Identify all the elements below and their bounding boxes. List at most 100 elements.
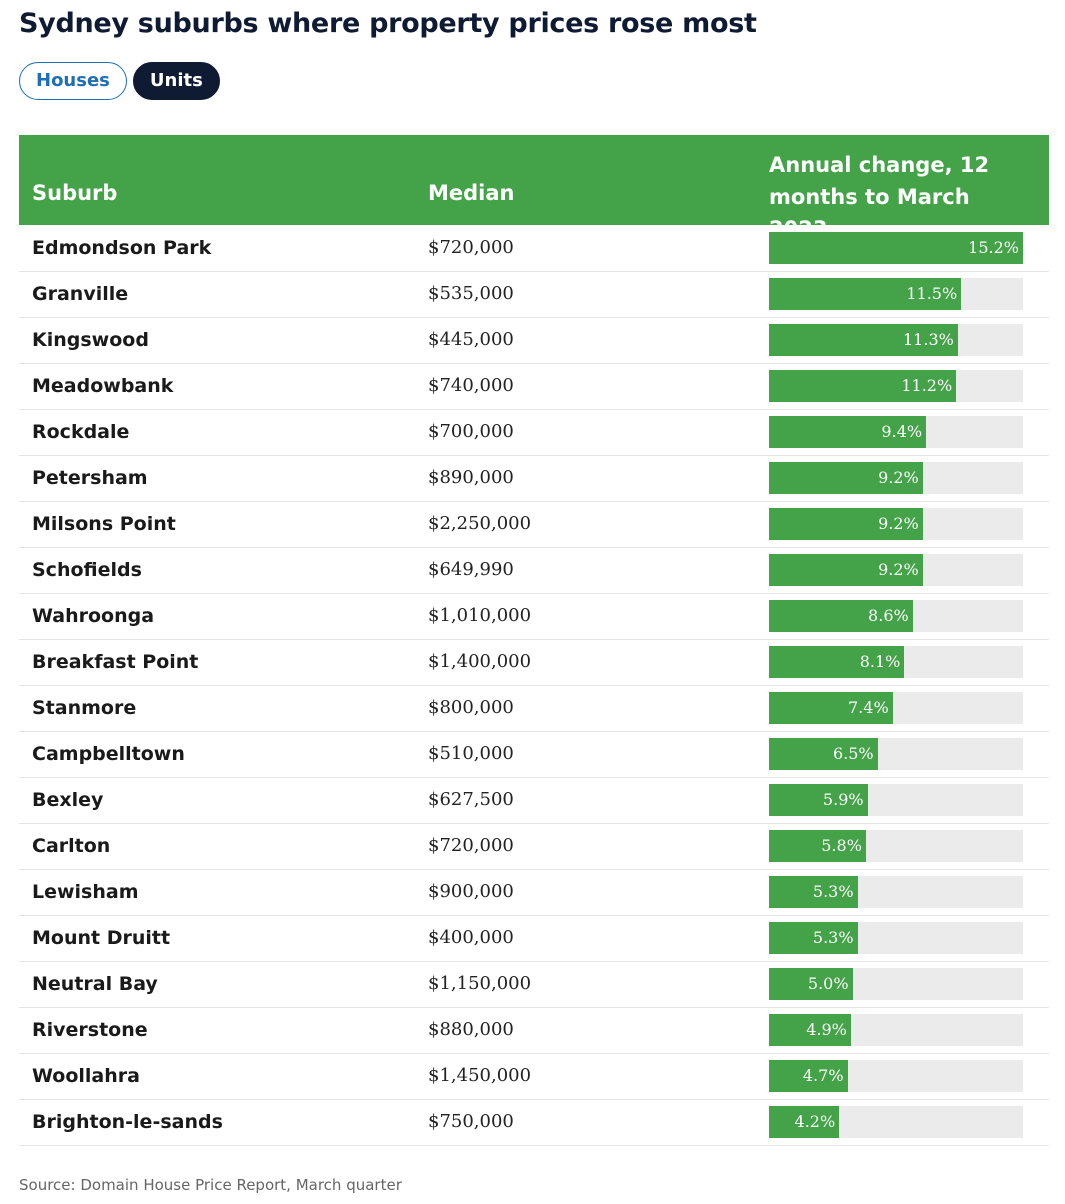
suburb: Granville: [32, 283, 129, 305]
median: $720,000: [428, 835, 514, 856]
bar-label: 4.9%: [806, 1020, 847, 1039]
bar-track: 5.3%: [769, 876, 1023, 908]
table-row: Milsons Point $2,250,000 9.2%: [19, 501, 1049, 548]
bar-label: 11.5%: [906, 284, 958, 303]
suburb: Riverstone: [32, 1019, 148, 1041]
table-row: Schofields $649,990 9.2%: [19, 547, 1049, 594]
bar: 15.2%: [769, 232, 1023, 264]
suburb: Wahroonga: [32, 605, 155, 627]
bar-label: 9.2%: [878, 560, 919, 579]
bar-track: 9.2%: [769, 462, 1023, 494]
bar-track: 4.2%: [769, 1106, 1023, 1138]
bar: 4.7%: [769, 1060, 848, 1092]
bar-track: 8.1%: [769, 646, 1023, 678]
suburb: Brighton-le-sands: [32, 1111, 223, 1133]
median: $1,150,000: [428, 973, 532, 994]
bar: 4.9%: [769, 1014, 851, 1046]
bar: 9.4%: [769, 416, 927, 448]
suburb: Stanmore: [32, 697, 137, 719]
tab[interactable]: Units: [132, 62, 220, 100]
median: $1,450,000: [428, 1065, 532, 1086]
table-row: Wahroonga $1,010,000 8.6%: [19, 593, 1049, 640]
table-row: Breakfast Point $1,400,000 8.1%: [19, 639, 1049, 686]
table-row: Carlton $720,000 5.8%: [19, 823, 1049, 870]
bar-track: 5.0%: [769, 968, 1023, 1000]
table-row: Riverstone $880,000 4.9%: [19, 1007, 1049, 1054]
bar-track: 4.9%: [769, 1014, 1023, 1046]
bar-label: 5.3%: [812, 882, 854, 901]
bar-label: 5.3%: [812, 928, 854, 947]
bar-track: 9.2%: [769, 508, 1023, 540]
median: $750,000: [428, 1111, 514, 1132]
bar: 5.8%: [769, 830, 866, 862]
suburb: Milsons Point: [32, 513, 176, 535]
bar-label: 8.1%: [859, 652, 901, 671]
bar: 5.0%: [769, 968, 853, 1000]
bar-track: 15.2%: [769, 232, 1023, 264]
median: $649,990: [428, 559, 514, 580]
tab[interactable]: Houses: [19, 62, 127, 100]
table-row: Mount Druitt $400,000 5.3%: [19, 915, 1049, 962]
bar-track: 11.2%: [769, 370, 1023, 402]
bar-label: 9.2%: [878, 514, 919, 533]
bar-track: 7.4%: [769, 692, 1023, 724]
table-row: Granville $535,000 11.5%: [19, 271, 1049, 318]
bar-label: 9.2%: [878, 468, 919, 487]
table-row: Meadowbank $740,000 11.2%: [19, 363, 1049, 410]
table-row: Campbelltown $510,000 6.5%: [19, 731, 1049, 778]
median: $1,010,000: [428, 605, 532, 626]
bar-track: 6.5%: [769, 738, 1023, 770]
median: $800,000: [428, 697, 514, 718]
median: $2,250,000: [428, 513, 532, 534]
bar: 5.3%: [769, 876, 858, 908]
suburb: Bexley: [32, 789, 104, 811]
suburb: Lewisham: [32, 881, 139, 903]
bar-track: 9.4%: [769, 416, 1023, 448]
table-row: Petersham $890,000 9.2%: [19, 455, 1049, 502]
bar-label: 6.5%: [832, 744, 874, 763]
table-row: Edmondson Park $720,000 15.2%: [19, 225, 1049, 272]
bar-label: 8.6%: [868, 606, 909, 625]
suburb: Meadowbank: [32, 375, 174, 397]
suburb: Campbelltown: [32, 743, 185, 765]
median: $400,000: [428, 927, 514, 948]
suburb: Edmondson Park: [32, 237, 212, 259]
table-row: Lewisham $900,000 5.3%: [19, 869, 1049, 916]
bar-label: 5.0%: [807, 974, 849, 993]
column-header: Suburb: [32, 181, 118, 205]
bar: 6.5%: [769, 738, 878, 770]
bar: 5.9%: [769, 784, 868, 816]
bar-track: 11.3%: [769, 324, 1023, 356]
suburb: Kingswood: [32, 329, 149, 351]
median: $880,000: [428, 1019, 514, 1040]
bar-track: 4.7%: [769, 1060, 1023, 1092]
bar-track: 5.9%: [769, 784, 1023, 816]
bar: 9.2%: [769, 508, 923, 540]
suburb: Schofields: [32, 559, 142, 581]
bar-track: 8.6%: [769, 600, 1023, 632]
bar: 7.4%: [769, 692, 893, 724]
median: $740,000: [428, 375, 514, 396]
suburb: Petersham: [32, 467, 148, 489]
suburb: Mount Druitt: [32, 927, 171, 949]
suburb: Breakfast Point: [32, 651, 199, 673]
table-row: Neutral Bay $1,150,000 5.0%: [19, 961, 1049, 1008]
median: $627,500: [428, 789, 514, 810]
bar-label: 7.4%: [848, 698, 889, 717]
median: $1,400,000: [428, 651, 532, 672]
source: Source: Domain House Price Report, March…: [19, 1176, 402, 1194]
bar: 8.1%: [769, 646, 905, 678]
bar-label: 15.2%: [968, 238, 1019, 257]
table-row: Rockdale $700,000 9.4%: [19, 409, 1049, 456]
bar-track: 9.2%: [769, 554, 1023, 586]
bar-label: 5.8%: [821, 836, 862, 855]
table-header: Suburb Median Annual change, 12 months t…: [19, 135, 1049, 241]
table-row: Kingswood $445,000 11.3%: [19, 317, 1049, 364]
bar: 11.5%: [769, 278, 962, 310]
bar: 8.6%: [769, 600, 913, 632]
bar-track: 5.8%: [769, 830, 1023, 862]
bar-label: 5.9%: [822, 790, 864, 809]
bar-track: 5.3%: [769, 922, 1023, 954]
suburb: Carlton: [32, 835, 111, 857]
